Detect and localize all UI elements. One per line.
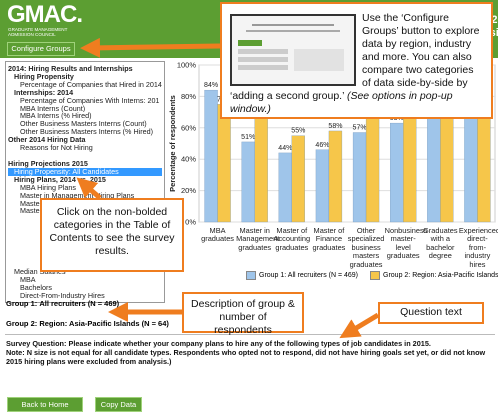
group-text: All recruiters (N = 469) — [39, 299, 120, 308]
bar — [390, 122, 404, 223]
thumb-tab — [238, 40, 262, 46]
y-tick-label: 60% — [181, 123, 196, 132]
legend-label: Group 2: Region: Asia-Pacific Islands (N… — [383, 272, 498, 279]
bar — [365, 113, 380, 223]
x-tick-label: Nonbusiness master-level graduates — [384, 226, 428, 261]
toc-item: 2014: Hiring Results and Internships — [8, 65, 133, 73]
legend-swatch — [370, 271, 381, 280]
thumb-panel — [294, 49, 344, 71]
group-text: Region: Asia-Pacific Islands (N = 64) — [39, 319, 169, 328]
callout: Description of group & number of respond… — [182, 292, 304, 336]
legend-item: Group 1: All recruiters (N = 469) — [246, 271, 358, 280]
toc-item[interactable]: MBA — [20, 275, 36, 284]
toc-item: Hiring Propensity — [14, 72, 74, 81]
survey-text: Survey Question: Please indicate whether… — [6, 339, 494, 366]
group-label: Group 2: — [6, 319, 38, 328]
toc-list: Median SalariesMBABachelorsDirect-From-I… — [8, 268, 162, 300]
copy-data-button[interactable]: Copy Data — [95, 397, 142, 412]
toc-item[interactable]: Percentage of Companies that Hired in 20… — [20, 80, 162, 89]
data-label: 58% — [328, 123, 342, 130]
y-tick-label: 40% — [181, 155, 196, 164]
bar — [352, 132, 367, 223]
y-tick-label: 0% — [185, 218, 196, 227]
configure-groups-button[interactable]: Configure Groups — [7, 42, 75, 56]
thumbnail — [230, 14, 356, 86]
bar — [278, 152, 292, 223]
data-label: 55% — [291, 128, 305, 135]
bar — [315, 149, 330, 223]
callout: Question text — [378, 302, 484, 324]
legend-item: Group 2: Region: Asia-Pacific Islands (N… — [370, 271, 498, 280]
arrow — [339, 312, 380, 339]
callout: Click on the non-bolded categories in th… — [40, 198, 184, 272]
bar — [217, 104, 231, 223]
legend-label: Group 1: All recruiters (N = 469) — [259, 272, 359, 279]
y-tick-label: 20% — [181, 186, 196, 195]
x-tick-label: Master of Finance graduates — [312, 226, 346, 252]
logo-line: ADMISSION COUNCIL — [8, 32, 56, 38]
x-tick-label: MBA graduates — [201, 226, 234, 244]
x-tick-label: Graduates with a bachelor degree — [423, 226, 458, 261]
thumb-row — [238, 57, 288, 62]
x-tick-label: Master of Accounting graduates — [273, 226, 311, 252]
x-tick-label: Experienced direct-from-industry hires — [458, 226, 498, 269]
toc-item[interactable]: Percentage of Companies With Interns: 20… — [20, 96, 160, 105]
toc-list: 2014: Hiring Results and Internships Hiri… — [8, 65, 162, 215]
y-tick-label: 100% — [177, 61, 197, 70]
y-tick-label: 80% — [181, 92, 196, 101]
separator — [5, 334, 495, 335]
group-line: Group 2: Region: Asia-Pacific Islands (N… — [6, 319, 169, 328]
bar — [403, 113, 417, 223]
bar — [241, 141, 255, 223]
toc-item: Hiring Projections 2015 — [8, 159, 88, 168]
toc-item[interactable]: MBA Interns (% Hired) — [20, 112, 92, 121]
data-label: 51% — [241, 134, 255, 141]
toc-item[interactable]: Bachelors — [20, 283, 52, 292]
legend-swatch — [246, 271, 256, 280]
logo-line: GRADUATE MANAGEMENT — [8, 27, 68, 32]
bar — [291, 135, 305, 223]
x-tick-label: Other specialized business masters gradu… — [347, 226, 385, 269]
toc-item: Hiring Plans, 2014 vs. 2015 — [14, 175, 106, 184]
toc-item[interactable]: Direct-From-Industry Hires — [20, 291, 105, 300]
legend: Group 1: All recruiters (N = 469) Group 2… — [246, 271, 498, 280]
toc-item[interactable]: Hiring Propensity: All Candidates — [8, 167, 162, 176]
data-label: 44% — [278, 145, 292, 152]
toc-item[interactable]: MBA Hiring Plans — [20, 183, 76, 192]
toc-item[interactable]: MBA Interns (Count) — [20, 104, 86, 113]
bar — [328, 130, 343, 223]
data-label: 46% — [315, 142, 329, 149]
callout: Use the ‘Configure Groups’ button to exp… — [220, 2, 493, 119]
bar — [254, 118, 268, 223]
x-tick-label: Master in Management graduates — [236, 226, 280, 252]
toc-item: Internships: 2014 — [14, 88, 74, 97]
group-label: Group 1: — [6, 299, 38, 308]
toc-item: Other 2014 Hiring Data — [8, 136, 86, 145]
toc-item[interactable]: Reasons for Not Hiring — [20, 144, 93, 152]
question: Please indicate whether your company pla… — [68, 339, 431, 348]
data-label: 57% — [353, 125, 367, 132]
back-home-button[interactable]: Back to Home — [7, 397, 83, 412]
bar — [204, 89, 218, 223]
toc-item[interactable]: Other Business Masters Interns (Count) — [20, 120, 147, 129]
data-label: 84% — [204, 82, 218, 89]
note-label: Note: — [6, 348, 25, 357]
thumb-row — [238, 49, 288, 54]
toc-item[interactable]: Other Business Masters Interns (% Hired) — [20, 128, 154, 137]
logo-sub: GRADUATE MANAGEMENT ADMISSION COUNCIL — [8, 27, 67, 37]
callout-text: Use the ‘Configure Groups’ button to exp… — [230, 12, 480, 102]
callout-note: (See options in pop-up window.) — [230, 90, 453, 115]
toc-item[interactable]: Median Salaries — [14, 268, 66, 276]
thumb-row — [238, 65, 288, 70]
logo: GMAC. — [7, 1, 83, 28]
thumb-line — [246, 30, 340, 32]
question-label: Survey Question: — [6, 339, 67, 348]
note: N size is not equal for all candidate ty… — [6, 348, 486, 366]
thumb-line — [252, 24, 334, 26]
y-axis-title: Percentage of respondents — [168, 95, 177, 192]
group-line: Group 1: All recruiters (N = 469) — [6, 299, 119, 308]
